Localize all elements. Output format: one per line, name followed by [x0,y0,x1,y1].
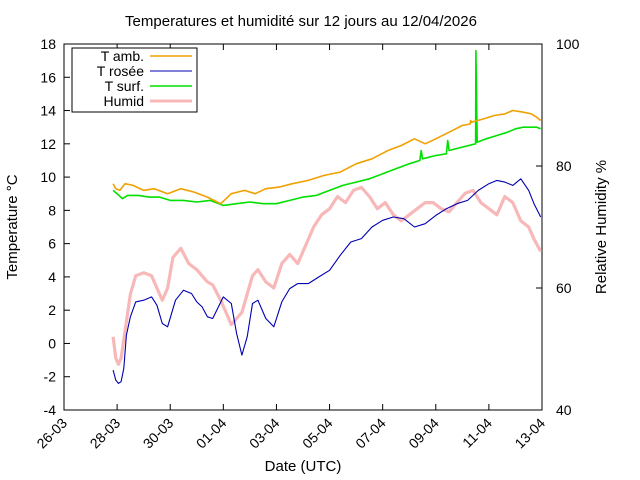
x-axis-title: Date (UTC) [265,458,342,475]
legend: T amb. T rosée T surf. Humid [71,47,198,113]
y2-tick-label: 40 [556,402,572,418]
chart-title: Temperatures et humidité sur 12 jours au… [125,13,477,30]
x-tick-label: 01-04 [193,415,230,452]
y-tick-label: 14 [40,103,56,119]
legend-label-humid: Humid [104,93,144,109]
y-tick-label: 10 [40,169,56,185]
y-tick-label: 18 [40,36,56,52]
plot-area [63,43,543,411]
x-tick-label: 30-03 [140,415,177,452]
y2-tick-label: 80 [556,158,572,174]
legend-label-t-amb: T amb. [101,48,144,64]
series-line-humid [111,185,543,366]
x-tick-label: 03-04 [246,415,283,452]
y2-tick-label: 100 [556,36,580,52]
x-tick-label: 09-04 [405,415,442,452]
y-tick-label: 16 [40,69,56,85]
series-line-t-surf [112,49,541,207]
y-tick-label: 0 [48,335,56,351]
y-tick-label: 6 [48,236,56,252]
y-tick-label: 4 [48,269,56,285]
y2-axis-title: Relative Humidity % [593,160,610,294]
legend-label-t-rosee: T rosée [97,63,144,79]
x-tick-label: 11-04 [459,415,495,451]
y-tick-label: 12 [40,136,56,152]
x-tick-label: 07-04 [352,415,389,452]
y-tick-label: 8 [48,202,56,218]
x-tick-label: 05-04 [299,415,336,452]
y2-tick-label: 60 [556,280,572,296]
series-line-t-ros-e [112,178,542,384]
series-line-t-amb [112,109,542,205]
y-tick-label: -4 [44,402,57,418]
x-tick-label: 28-03 [87,415,124,452]
legend-label-t-surf: T surf. [105,78,144,94]
y-axis-title: Temperature °C [4,174,21,279]
x-tick-label: 26-03 [33,415,70,452]
x-tick-label: 13-04 [511,415,548,452]
y-tick-label: 2 [48,302,56,318]
series-layer [111,49,543,384]
plot-frame [63,43,543,411]
y-tick-label: -2 [44,369,57,385]
